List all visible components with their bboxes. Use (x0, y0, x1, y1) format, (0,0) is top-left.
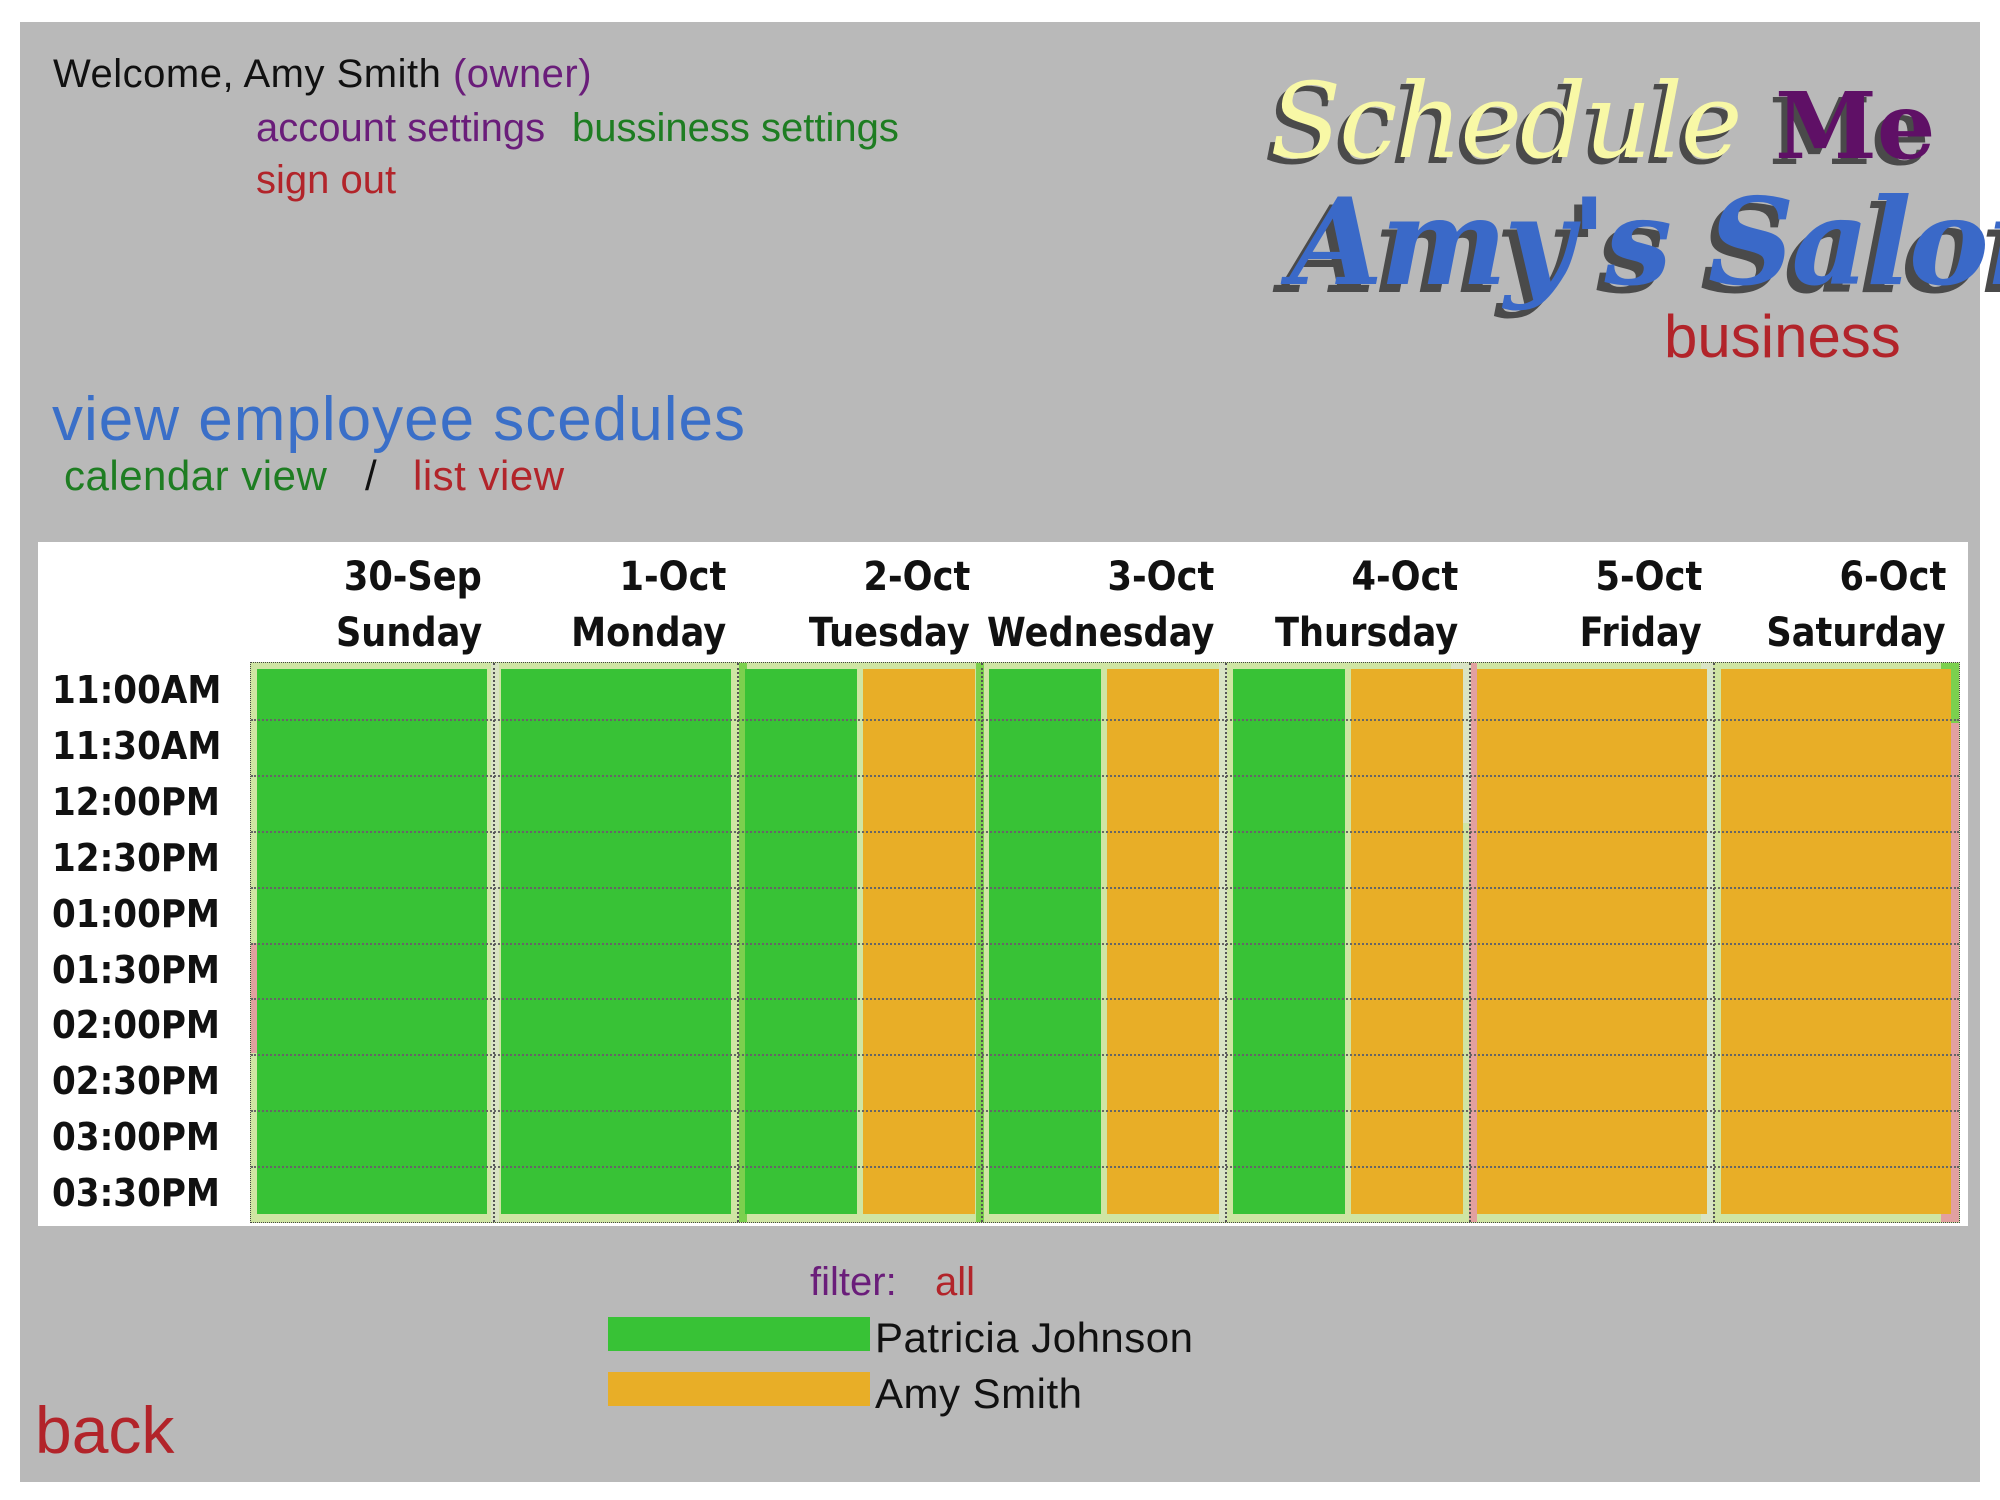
row-gridline (251, 886, 1959, 889)
time-label: 02:00PM (52, 1003, 220, 1048)
day-header-sunday: 30-Sep Sunday (250, 550, 494, 660)
time-label: 03:00PM (52, 1115, 220, 1160)
day-date: 5-Oct (1595, 554, 1702, 600)
shift-block-monday[interactable] (501, 669, 731, 1214)
row-gridline (251, 1054, 1959, 1057)
day-header-saturday: 6-Oct Saturday (1714, 550, 1958, 660)
day-name: Tuesday (809, 610, 970, 656)
user-role: (owner) (452, 52, 593, 96)
welcome-message: Welcome, Amy Smith (owner) (53, 52, 592, 97)
app-frame: Welcome, Amy Smith (owner) account setti… (20, 22, 2000, 1482)
day-name: Sunday (335, 610, 482, 656)
legend-swatch-patricia (608, 1317, 870, 1351)
row-gridline (251, 998, 1959, 1001)
filter-label: filter: (810, 1260, 897, 1304)
time-label: 12:30PM (52, 835, 220, 880)
day-date: 4-Oct (1351, 554, 1458, 600)
time-label: 12:00PM (52, 779, 220, 824)
day-name: Thursday (1274, 610, 1458, 656)
shift-block-saturday[interactable] (1721, 669, 1951, 1214)
day-name: Saturday (1766, 610, 1946, 656)
shift-block-sunday[interactable] (257, 669, 487, 1214)
row-gridline (251, 1110, 1959, 1113)
legend-label-amy: Amy Smith (875, 1370, 1083, 1417)
day-header-tuesday: 2-Oct Tuesday (738, 550, 982, 660)
column-gridline (1469, 663, 1471, 1222)
day-name: Monday (570, 610, 726, 656)
business-settings-link[interactable]: bussiness settings (572, 106, 899, 150)
calendar-grid (250, 662, 1960, 1223)
shift-block-tuesday[interactable] (863, 669, 975, 1214)
welcome-text: Welcome, Amy Smith (53, 52, 442, 96)
salon-type: business (1664, 303, 1901, 370)
filter-dropdown[interactable]: all (935, 1260, 976, 1304)
logo-schedule: Schedule (1270, 60, 1742, 182)
day-date: 30-Sep (343, 554, 482, 600)
legend-swatch-amy (608, 1372, 870, 1406)
column-gridline (737, 663, 739, 1222)
back-button[interactable]: back (35, 1393, 175, 1467)
legend-label-patricia: Patricia Johnson (875, 1314, 1194, 1361)
day-header-wednesday: 3-Oct Wednesday (982, 550, 1226, 660)
row-gridline (251, 774, 1959, 777)
day-name: Friday (1579, 610, 1702, 656)
shift-block-wednesday[interactable] (989, 669, 1101, 1214)
shift-block-thursday[interactable] (1233, 669, 1345, 1214)
time-label: 02:30PM (52, 1059, 220, 1104)
column-gridline (493, 663, 495, 1222)
day-header-monday: 1-Oct Monday (494, 550, 738, 660)
column-gridline (1713, 663, 1715, 1222)
row-gridline (251, 942, 1959, 945)
sign-out-link[interactable]: sign out (256, 158, 397, 202)
day-name: Wednesday (986, 610, 1214, 656)
shift-block-thursday[interactable] (1351, 669, 1463, 1214)
day-date: 1-Oct (619, 554, 726, 600)
calendar-view-link[interactable]: calendar view (64, 452, 328, 499)
day-date: 2-Oct (863, 554, 970, 600)
day-date: 3-Oct (1107, 554, 1214, 600)
shift-block-tuesday[interactable] (745, 669, 857, 1214)
page-title: view employee scedules (52, 385, 747, 454)
shift-block-wednesday[interactable] (1107, 669, 1219, 1214)
time-label: 01:00PM (52, 891, 220, 936)
salon-name: Amy's Salon (1290, 172, 2000, 313)
row-gridline (251, 830, 1959, 833)
time-label: 03:30PM (52, 1171, 220, 1216)
column-gridline (1225, 663, 1227, 1222)
day-header-friday: 5-Oct Friday (1470, 550, 1714, 660)
time-label: 11:00AM (52, 668, 222, 712)
account-settings-link[interactable]: account settings (256, 106, 546, 150)
list-view-link[interactable]: list view (413, 452, 565, 499)
shift-block-friday[interactable] (1477, 669, 1707, 1214)
column-gridline (981, 663, 983, 1222)
row-gridline (251, 1166, 1959, 1169)
time-label: 11:30AM (52, 723, 222, 768)
day-header-thursday: 4-Oct Thursday (1226, 550, 1470, 660)
row-gridline (251, 718, 1959, 721)
day-date: 6-Oct (1839, 554, 1946, 600)
time-label: 01:30PM (52, 947, 220, 992)
view-separator: / (365, 452, 377, 499)
grid-accent (251, 943, 257, 1053)
logo-me: Me (1775, 72, 1936, 180)
schedule-calendar: 30-Sep Sunday 1-Oct Monday 2-Oct Tuesday 3-Oct… (38, 542, 1968, 1226)
